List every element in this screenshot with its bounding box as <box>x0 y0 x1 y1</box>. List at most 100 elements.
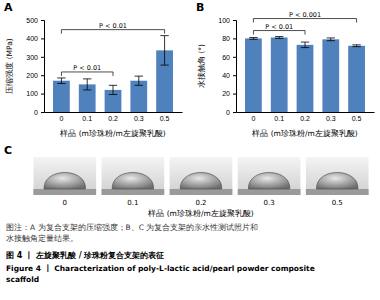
tick-mark <box>41 112 44 113</box>
x-tick: 0.1 <box>82 112 92 122</box>
y-tick: 60 <box>222 54 236 61</box>
error-bar <box>352 45 360 47</box>
tick-label: 300 <box>26 54 38 61</box>
bar <box>271 37 288 112</box>
y-axis: 0 100 200 300 400 500 <box>26 17 44 116</box>
error-bar <box>327 38 335 41</box>
axis-line <box>233 21 237 113</box>
axis-line <box>45 112 183 113</box>
caption-note: 图注：A 为复合支架的压缩强度；B、C 为复合支架的亲水性测试照片和 <box>6 223 258 232</box>
x-tick: 0.2 <box>300 112 310 122</box>
y-tick: 300 <box>26 54 44 61</box>
x-tick: 0 <box>59 112 63 122</box>
substrate <box>238 189 301 195</box>
droplet-photo <box>170 157 233 195</box>
plot-marks <box>53 36 173 112</box>
y-tick: 400 <box>26 35 44 42</box>
droplet <box>180 173 221 190</box>
tick-label: 60 <box>222 54 230 61</box>
tick-label: 200 <box>26 72 38 79</box>
droplet-photo <box>33 157 96 195</box>
x-axis: 00.10.20.30.5 <box>45 112 183 122</box>
figure: A010020030040050000.10.20.30.5压缩强度 (MPa)… <box>0 0 380 300</box>
caption-title-en: Figure 4 丨 Characterization of poly-L-la… <box>6 264 315 273</box>
substrate <box>306 189 369 195</box>
photo-background <box>102 157 165 195</box>
axis-line <box>41 21 45 113</box>
error-bar <box>57 78 65 84</box>
panel-label: B <box>196 1 204 14</box>
tick-label: 0.5 <box>352 115 362 122</box>
x-axis-title: 样品 (m珍珠粉/m左旋聚乳酸) <box>252 129 357 138</box>
tick-label: 100 <box>26 90 38 97</box>
photo-label: 0.3 <box>264 199 275 207</box>
x-axis-title: 样品 (m珍珠粉/m左旋聚乳酸) <box>60 129 165 138</box>
y-tick: 200 <box>26 72 44 79</box>
tick-label: 0.3 <box>134 115 144 122</box>
caption-title-en: scaffold <box>6 275 39 284</box>
bar <box>245 38 262 112</box>
significance-bracket <box>61 72 113 76</box>
droplet <box>317 173 358 190</box>
y-axis-title: 压缩强度 (MPa) <box>5 38 14 94</box>
x-tick: 0.2 <box>108 112 118 122</box>
caption-title-cn: 图 4 丨 左旋聚乳酸 / 珍珠粉复合支架的表征 <box>6 251 164 260</box>
x-tick: 0.5 <box>352 112 362 122</box>
y-tick: 500 <box>26 17 44 24</box>
significance-bracket <box>61 30 164 34</box>
x-tick: 0.1 <box>274 112 284 122</box>
significance-bracket <box>253 31 305 35</box>
significance-label: P < 0.01 <box>99 22 127 30</box>
significance-bracket <box>253 19 356 23</box>
tick-label: 400 <box>26 35 38 42</box>
droplet <box>112 173 153 190</box>
significance-label: P < 0.01 <box>73 64 101 72</box>
photo-label: 0 <box>63 199 67 207</box>
panel-label: C <box>4 144 12 157</box>
tick-mark <box>233 38 236 39</box>
y-tick: 0 <box>226 109 236 116</box>
photo-background <box>33 157 96 195</box>
tick-label: 0.1 <box>82 115 92 122</box>
significance-label: P < 0.001 <box>289 11 321 19</box>
bar <box>297 45 314 112</box>
droplet <box>44 173 85 190</box>
photo-background <box>238 157 301 195</box>
tick-label: 0 <box>59 115 63 122</box>
tick-mark <box>233 94 236 95</box>
tick-label: 0.2 <box>300 115 310 122</box>
tick-label: 0 <box>226 109 230 116</box>
error-bar <box>83 79 91 90</box>
photo-background <box>306 157 369 195</box>
panel-label: A <box>4 1 13 14</box>
tick-mark <box>233 75 236 76</box>
bar <box>348 46 365 112</box>
x-axis: 0 0.1 0.2 0.3 0.5 <box>237 112 375 122</box>
tick-mark <box>41 20 44 21</box>
tick-mark <box>41 94 44 95</box>
photo-label: 0.1 <box>127 199 138 207</box>
tick-mark <box>41 57 44 58</box>
x-axis-title: 样品 (m珍珠粉/m左旋聚乳酸) <box>148 209 253 218</box>
y-axis: 020406080100 <box>218 17 236 116</box>
tick-label: 0 <box>34 109 38 116</box>
tick-label: 80 <box>222 35 230 42</box>
error-bar <box>109 85 117 94</box>
error-bar <box>135 76 143 85</box>
x-tick: 0.3 <box>134 112 144 122</box>
bar <box>322 39 339 112</box>
x-tick: 0 <box>251 112 255 122</box>
tick-label: 40 <box>222 72 230 79</box>
significance-label: P < 0.01 <box>265 23 293 31</box>
photo-background <box>170 157 233 195</box>
tick-label: 0 <box>251 115 255 122</box>
y-tick: 40 <box>222 72 236 79</box>
y-tick: 100 <box>218 17 236 24</box>
y-tick: 80 <box>222 35 236 42</box>
tick-label: 0.1 <box>274 115 284 122</box>
x-tick: 0.3 <box>326 112 336 122</box>
error-bar <box>301 42 309 48</box>
substrate <box>170 189 233 195</box>
tick-label: 0.3 <box>326 115 336 122</box>
droplet-photo <box>238 157 301 195</box>
